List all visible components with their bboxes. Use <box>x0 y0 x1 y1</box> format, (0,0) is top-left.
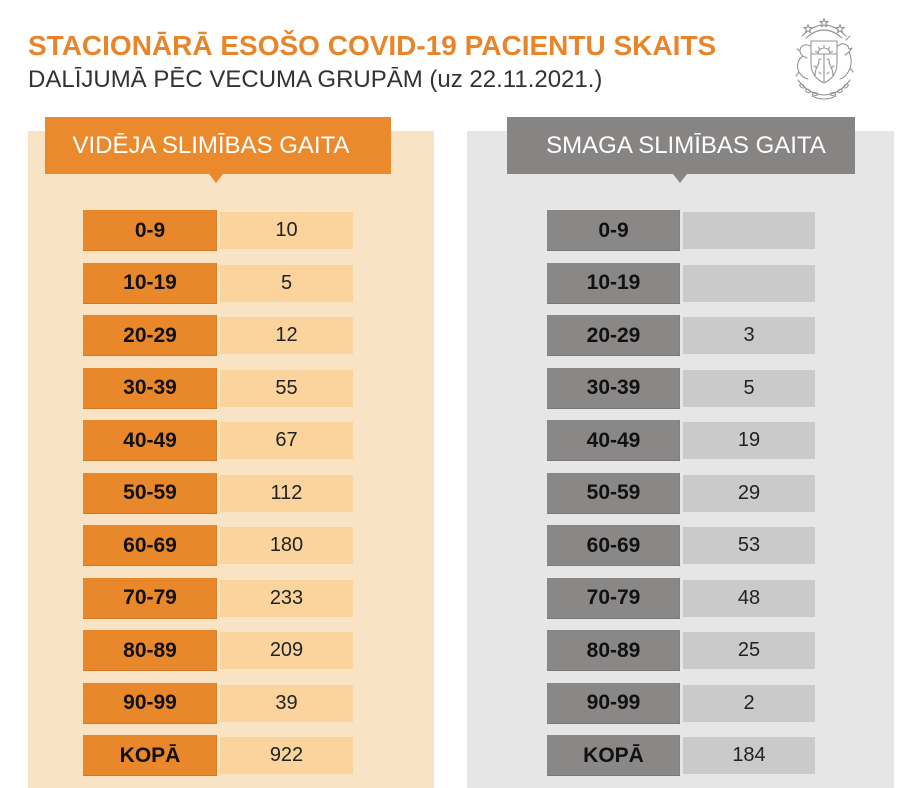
severe-table-row: 70-79 48 <box>547 577 815 619</box>
moderate-patient-count-value: 39 <box>220 684 353 722</box>
moderate-age-group-label: 60-69 <box>83 525 217 566</box>
severe-patient-count-value: 19 <box>683 422 815 459</box>
severe-patient-count-value: 3 <box>683 317 815 354</box>
severe-age-group-label: 70-79 <box>547 577 680 619</box>
moderate-patient-count-value: 5 <box>220 264 353 302</box>
severe-table-row: 60-69 53 <box>547 525 815 566</box>
moderate-table-row: 0-9 10 <box>83 210 353 251</box>
severe-table-row: 50-59 29 <box>547 472 815 514</box>
severe-table-row: 0-9 <box>547 210 815 251</box>
moderate-age-group-label: 0-9 <box>83 210 217 251</box>
page-subtitle: DALĪJUMĀ PĒC VECUMA GRUPĀM (uz 22.11.202… <box>28 66 603 93</box>
severe-patient-count-value: 29 <box>683 474 815 512</box>
severe-age-group-label: 80-89 <box>547 630 680 671</box>
severe-age-group-label: 10-19 <box>547 262 680 304</box>
severe-age-group-label: 90-99 <box>547 682 680 724</box>
severe-table-row: 30-39 5 <box>547 367 815 409</box>
severe-table-row: 80-89 25 <box>547 630 815 671</box>
moderate-age-group-label: 90-99 <box>83 682 217 724</box>
moderate-age-group-label: 40-49 <box>83 420 217 461</box>
severe-patient-count-value <box>683 212 815 249</box>
moderate-age-group-label: 30-39 <box>83 367 217 409</box>
moderate-table-row: 60-69 180 <box>83 525 353 566</box>
severe-patient-count-value: 25 <box>683 632 815 669</box>
severe-course-header: SMAGA SLIMĪBAS GAITA <box>507 117 855 174</box>
moderate-table-row: 20-29 12 <box>83 315 353 356</box>
moderate-table-row: 50-59 112 <box>83 472 353 514</box>
moderate-table-row: 30-39 55 <box>83 367 353 409</box>
severe-patient-count-value: 53 <box>683 527 815 564</box>
severe-patient-count-value: 48 <box>683 579 815 617</box>
moderate-age-group-label: 10-19 <box>83 262 217 304</box>
moderate-patient-count-value: 12 <box>220 317 353 354</box>
moderate-course-table: 0-9 10 10-19 5 20-29 12 30-39 55 40-49 67 50-59 112… <box>83 210 353 776</box>
moderate-age-group-label: 80-89 <box>83 630 217 671</box>
severe-course-table: 0-9 10-19 20-29 3 30-39 5 40-49 19 50-59 29 60-69 5… <box>547 210 815 776</box>
latvia-coat-of-arms-icon <box>795 17 854 100</box>
severe-age-group-label: 50-59 <box>547 472 680 514</box>
moderate-patient-count-value: 67 <box>220 422 353 459</box>
page-title: STACIONĀRĀ ESOŠO COVID-19 PACIENTU SKAIT… <box>28 30 717 61</box>
moderate-total-row: KOPĀ 922 <box>83 735 353 776</box>
moderate-age-group-label: 50-59 <box>83 472 217 514</box>
moderate-table-row: 80-89 209 <box>83 630 353 671</box>
moderate-total-value: 922 <box>220 737 353 774</box>
severe-total-value: 184 <box>683 737 815 774</box>
severe-total-label: KOPĀ <box>547 735 680 776</box>
severe-table-row: 40-49 19 <box>547 420 815 461</box>
moderate-patient-count-value: 180 <box>220 527 353 564</box>
moderate-patient-count-value: 10 <box>220 212 353 249</box>
severe-patient-count-value: 2 <box>683 684 815 722</box>
severe-header-pointer <box>673 174 687 183</box>
moderate-table-row: 40-49 67 <box>83 420 353 461</box>
moderate-table-row: 10-19 5 <box>83 262 353 304</box>
severe-table-row: 20-29 3 <box>547 315 815 356</box>
moderate-patient-count-value: 112 <box>220 474 353 512</box>
severe-table-row: 10-19 <box>547 262 815 304</box>
severe-age-group-label: 40-49 <box>547 420 680 461</box>
severe-course-panel <box>467 131 894 788</box>
severe-age-group-label: 30-39 <box>547 367 680 409</box>
moderate-patient-count-value: 209 <box>220 632 353 669</box>
moderate-patient-count-value: 233 <box>220 579 353 617</box>
severe-patient-count-value <box>683 264 815 302</box>
severe-table-row: 90-99 2 <box>547 682 815 724</box>
moderate-table-row: 70-79 233 <box>83 577 353 619</box>
moderate-table-row: 90-99 39 <box>83 682 353 724</box>
severe-total-row: KOPĀ 184 <box>547 735 815 776</box>
severe-patient-count-value: 5 <box>683 369 815 407</box>
severe-age-group-label: 60-69 <box>547 525 680 566</box>
moderate-age-group-label: 20-29 <box>83 315 217 356</box>
moderate-total-label: KOPĀ <box>83 735 217 776</box>
severe-age-group-label: 0-9 <box>547 210 680 251</box>
moderate-age-group-label: 70-79 <box>83 577 217 619</box>
severe-age-group-label: 20-29 <box>547 315 680 356</box>
moderate-patient-count-value: 55 <box>220 369 353 407</box>
moderate-header-pointer <box>209 174 223 183</box>
moderate-course-header: VIDĒJA SLIMĪBAS GAITA <box>45 117 391 174</box>
